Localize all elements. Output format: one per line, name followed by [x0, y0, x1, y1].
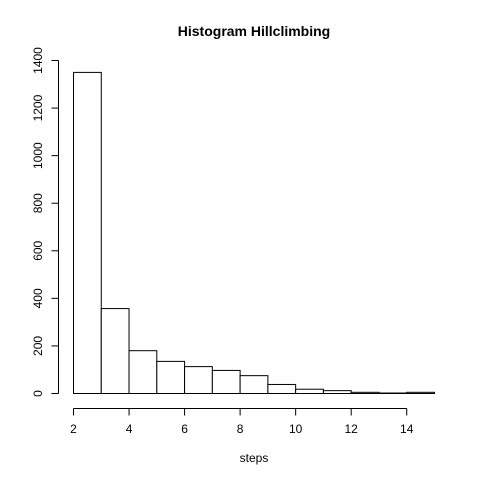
x-axis-title: steps: [240, 451, 269, 465]
y-tick-label-200: 200: [31, 336, 45, 356]
y-tick-label-800: 800: [31, 193, 45, 213]
histogram-bar-12-13: [350, 391, 380, 394]
histogram-bar-11-12: [322, 390, 352, 395]
histogram-bar-14-15: [406, 391, 436, 394]
histogram-bar-5-6: [156, 360, 186, 394]
histogram-bar-3-4: [100, 308, 130, 394]
x-tick-label-14: 14: [400, 422, 414, 436]
histogram-bar-2-3: [73, 71, 102, 395]
x-tick-label-8: 8: [237, 422, 244, 436]
y-axis: 0 200 400 600 800 1000 1200 1400: [31, 47, 59, 397]
y-tick-label-1400: 1400: [31, 47, 45, 74]
bars: [73, 71, 436, 395]
histogram-bar-6-7: [184, 366, 213, 394]
histogram-bar-10-11: [295, 388, 324, 394]
x-tick-label-6: 6: [181, 422, 188, 436]
x-tick-label-2: 2: [70, 422, 77, 436]
y-tick-label-1200: 1200: [31, 94, 45, 121]
histogram-bar-7-8: [211, 369, 241, 394]
chart-title: Histogram Hillclimbing: [178, 23, 330, 39]
y-tick-label-600: 600: [31, 240, 45, 260]
histogram-bar-9-10: [267, 383, 297, 394]
y-tick-label-0: 0: [31, 390, 45, 397]
x-tick-label-10: 10: [289, 422, 303, 436]
x-axis: 2 4 6 8 10 12 14: [70, 408, 414, 436]
y-tick-label-1000: 1000: [31, 142, 45, 169]
x-tick-label-12: 12: [345, 422, 359, 436]
y-tick-label-400: 400: [31, 288, 45, 308]
x-tick-label-4: 4: [126, 422, 133, 436]
histogram-bar-8-9: [239, 375, 269, 394]
histogram-bar-4-5: [128, 350, 158, 394]
